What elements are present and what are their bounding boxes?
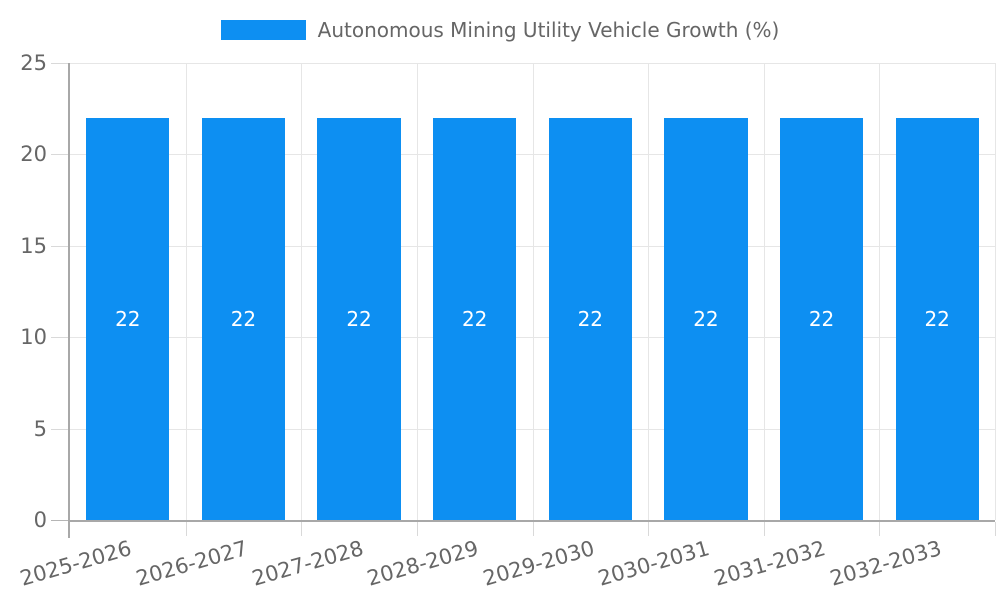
- y-tick-label: 5: [33, 416, 47, 441]
- gridline: [532, 63, 534, 520]
- bar-value-label: 22: [115, 306, 141, 331]
- tick-mark: [51, 428, 68, 430]
- gridline: [648, 63, 650, 520]
- bars: 22 22 22 22 22 22 22 22: [70, 63, 995, 520]
- legend-swatch[interactable]: [220, 20, 306, 40]
- y-axis-ticks: [51, 63, 995, 521]
- tick-mark: [51, 154, 68, 156]
- y-tick-label: 15: [20, 233, 47, 258]
- x-tick-label: 2031-2032: [711, 536, 829, 591]
- bar-value-label: 22: [808, 306, 835, 331]
- x-tick-label: 2027-2028: [249, 536, 366, 591]
- x-tick-label: 2026-2027: [133, 536, 251, 591]
- bar[interactable]: 22: [779, 117, 864, 520]
- tick-mark: [51, 245, 68, 247]
- bar-value-label: 22: [924, 306, 950, 331]
- y-tick-label: 0: [33, 508, 47, 532]
- y-tick-label: 25: [20, 51, 47, 75]
- tick-mark: [648, 522, 650, 536]
- bar[interactable]: 22: [664, 117, 748, 520]
- tick-mark: [763, 522, 765, 536]
- tick-mark: [995, 522, 996, 536]
- y-tick-label: 20: [20, 142, 47, 167]
- x-tick-label: 2025-2026: [17, 536, 135, 591]
- tick-mark: [879, 522, 881, 536]
- vertical-gridlines: [70, 63, 996, 520]
- x-tick-label: 2028-2029: [364, 536, 482, 591]
- bar-value-label: 22: [230, 306, 257, 331]
- x-axis-ticks: [68, 63, 996, 538]
- gridline: [301, 63, 303, 520]
- bar-value-label: 22: [693, 306, 719, 331]
- x-tick-label: 2032-2033: [827, 536, 944, 591]
- bar[interactable]: 22: [201, 117, 286, 520]
- x-tick-label: 2029-2030: [480, 536, 597, 591]
- tick-mark: [301, 522, 303, 536]
- tick-mark: [416, 522, 418, 536]
- y-tick-label: 10: [20, 325, 47, 350]
- bar[interactable]: 22: [433, 117, 517, 520]
- gridline: [879, 63, 881, 520]
- bar[interactable]: 22: [895, 117, 979, 520]
- legend-label[interactable]: Autonomous Mining Utility Vehicle Growth…: [317, 18, 780, 42]
- tick-mark: [51, 63, 68, 64]
- bar-value-label: 22: [577, 306, 604, 331]
- bar[interactable]: 22: [317, 117, 401, 520]
- tick-mark: [532, 522, 534, 536]
- tick-mark: [185, 522, 187, 536]
- chart-legend[interactable]: Autonomous Mining Utility Vehicle Growth…: [0, 18, 1000, 42]
- tick-mark: [51, 337, 68, 339]
- bar[interactable]: 22: [548, 117, 632, 520]
- bar[interactable]: 22: [86, 117, 170, 520]
- plot-area: 25 20 15 10 5 0 2025-2026 2026-2027 2027…: [18, 51, 996, 591]
- tick-mark: [68, 522, 70, 538]
- gridline: [995, 63, 996, 520]
- gridline: [185, 63, 187, 520]
- x-tick-label: 2030-2031: [595, 536, 713, 591]
- gridline: [416, 63, 418, 520]
- tick-mark: [51, 520, 68, 521]
- gridline: [763, 63, 765, 520]
- y-axis-labels: 25 20 15 10 5 0: [20, 51, 995, 532]
- bar-value-label: 22: [461, 306, 488, 331]
- bar-value-label: 22: [346, 306, 372, 331]
